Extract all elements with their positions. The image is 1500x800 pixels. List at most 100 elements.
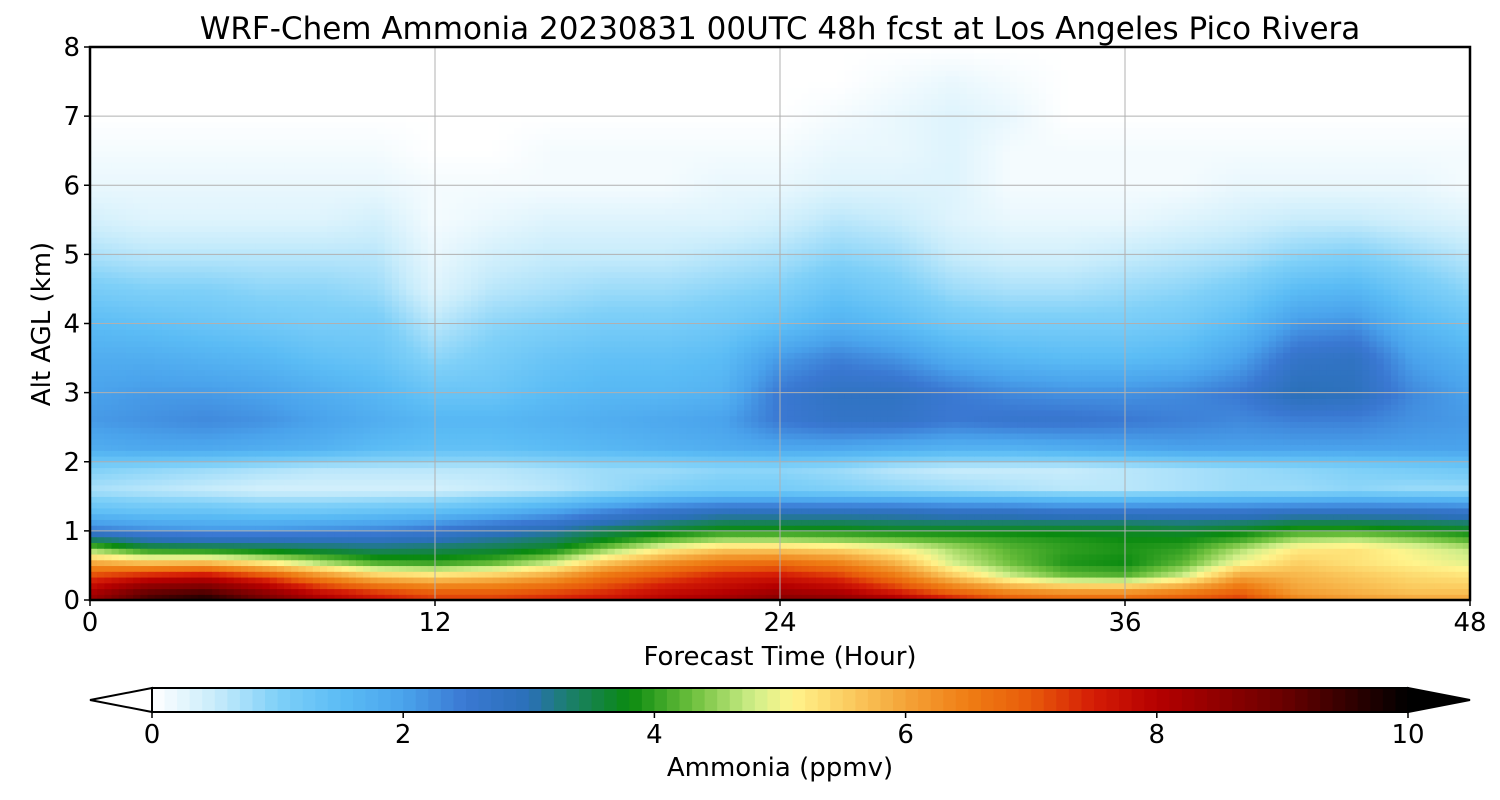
- heatmap-cell: [636, 461, 645, 469]
- heatmap-cell: [442, 559, 450, 567]
- heatmap-cell: [1240, 594, 1248, 600]
- heatmap-cell: [859, 594, 867, 600]
- heatmap-cell: [744, 467, 752, 474]
- heatmap-cell: [1441, 484, 1450, 492]
- heatmap-cell: [1196, 548, 1205, 555]
- heatmap-cell: [1297, 479, 1306, 486]
- heatmap-cell: [269, 455, 278, 463]
- heatmap-cell: [672, 571, 680, 578]
- heatmap-cell: [1103, 553, 1112, 561]
- heatmap-cell: [1160, 588, 1169, 595]
- heatmap-cell: [327, 484, 335, 492]
- heatmap-cell: [909, 553, 918, 561]
- heatmap-cell: [1455, 455, 1464, 463]
- heatmap-cell: [1369, 484, 1378, 492]
- heatmap-cell: [276, 473, 285, 480]
- heatmap-cell: [808, 553, 817, 561]
- heatmap-cell: [679, 490, 688, 497]
- heatmap-cell: [384, 542, 393, 549]
- heatmap-cell: [399, 525, 407, 532]
- heatmap-cell: [708, 455, 716, 463]
- heatmap-cell: [1125, 542, 1133, 549]
- heatmap-cell: [1355, 461, 1363, 469]
- heatmap-cell: [1204, 455, 1212, 463]
- heatmap-cell: [1204, 576, 1212, 584]
- heatmap-cell: [205, 553, 213, 561]
- heatmap-cell: [111, 559, 120, 567]
- heatmap-cell: [97, 519, 105, 526]
- heatmap-cell: [269, 525, 278, 532]
- heatmap-cell: [887, 455, 896, 463]
- heatmap-cell: [169, 542, 177, 549]
- heatmap-cell: [607, 588, 616, 595]
- heatmap-cell: [1261, 525, 1270, 532]
- heatmap-cell: [1096, 565, 1105, 572]
- heatmap-cell: [1175, 513, 1184, 520]
- heatmap-cell: [219, 594, 228, 600]
- heatmap-cell: [1412, 450, 1421, 457]
- heatmap-cell: [262, 588, 271, 595]
- heatmap-cell: [190, 542, 199, 549]
- heatmap-cell: [320, 502, 328, 509]
- heatmap-cell: [133, 525, 141, 532]
- heatmap-cell: [363, 502, 371, 509]
- heatmap-cell: [506, 576, 515, 584]
- heatmap-cell: [1398, 519, 1406, 526]
- heatmap-cell: [118, 502, 127, 509]
- heatmap-cell: [140, 548, 149, 555]
- heatmap-cell: [772, 484, 781, 492]
- heatmap-cell: [1074, 502, 1083, 509]
- heatmap-cell: [758, 594, 767, 600]
- heatmap-cell: [1045, 513, 1054, 520]
- heatmap-cell: [1067, 582, 1076, 590]
- heatmap-cell: [715, 565, 724, 572]
- plot-area: [88, 45, 1472, 602]
- heatmap-cell: [399, 496, 407, 503]
- heatmap-cell: [1448, 502, 1457, 509]
- heatmap-cell: [693, 490, 702, 497]
- heatmap-cell: [1168, 530, 1176, 538]
- heatmap-cell: [463, 559, 472, 567]
- heatmap-cell: [1326, 536, 1335, 543]
- heatmap-cell: [1268, 496, 1277, 503]
- heatmap-cell: [1340, 461, 1349, 469]
- heatmap-cell: [593, 479, 601, 486]
- heatmap-cell: [176, 513, 185, 520]
- heatmap-cell: [463, 576, 472, 584]
- heatmap-cell: [1125, 530, 1133, 538]
- heatmap-cell: [837, 473, 846, 480]
- heatmap-cell: [780, 565, 788, 572]
- heatmap-cell: [1261, 582, 1270, 590]
- heatmap-cell: [1355, 496, 1363, 503]
- heatmap-cell: [298, 582, 307, 590]
- heatmap-cell: [909, 571, 918, 578]
- heatmap-cell: [118, 455, 127, 463]
- heatmap-cell: [1412, 496, 1421, 503]
- heatmap-cell: [1024, 536, 1033, 543]
- heatmap-cell: [916, 548, 925, 555]
- heatmap-cell: [291, 548, 300, 555]
- heatmap-cell: [312, 559, 321, 567]
- heatmap-cell: [765, 582, 774, 590]
- heatmap-cell: [1240, 461, 1248, 469]
- heatmap-cell: [291, 479, 300, 486]
- heatmap-cell: [312, 513, 321, 520]
- heatmap-cell: [665, 542, 673, 549]
- heatmap-cell: [1081, 571, 1090, 578]
- heatmap-cell: [1146, 525, 1155, 532]
- heatmap-cell: [700, 594, 709, 600]
- heatmap-cell: [621, 513, 630, 520]
- heatmap-cell: [1247, 467, 1255, 474]
- heatmap-cell: [1017, 594, 1025, 600]
- heatmap-cell: [866, 461, 875, 469]
- heatmap-cell: [1002, 559, 1011, 567]
- heatmap-cell: [780, 513, 788, 520]
- heatmap-cell: [262, 461, 271, 469]
- heatmap-cell: [722, 571, 731, 578]
- heatmap-cell: [1132, 525, 1140, 532]
- heatmap-cell: [571, 519, 580, 526]
- heatmap-cell: [1247, 559, 1255, 567]
- heatmap-cell: [104, 571, 113, 578]
- heatmap-cell: [1240, 536, 1248, 543]
- heatmap-cell: [693, 553, 702, 561]
